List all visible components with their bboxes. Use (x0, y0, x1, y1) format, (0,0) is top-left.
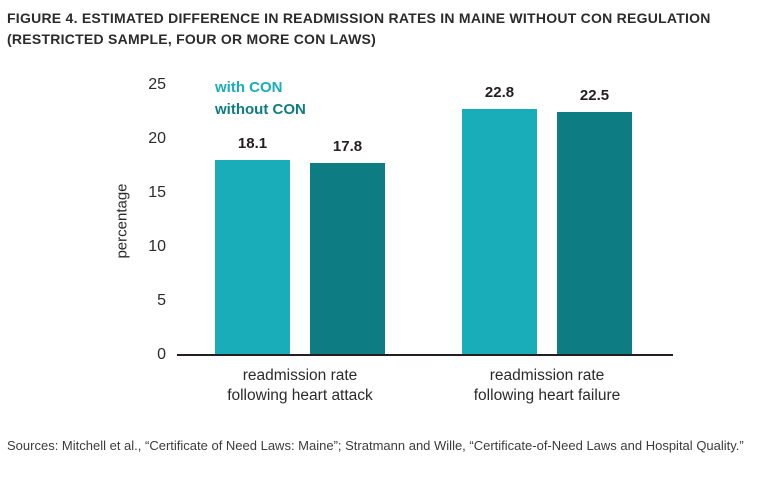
category-label-following-heart-failure: readmission rate following heart failure (432, 366, 662, 406)
y-tick-label-15: 15 (148, 184, 166, 201)
category-label-line: readmission rate (489, 367, 605, 384)
category-label-following-heart-attack: readmission rate following heart attack (185, 366, 415, 406)
category-label-line: readmission rate (242, 367, 358, 384)
category-label-line: following heart failure (473, 387, 621, 404)
bar-value-label-without-con-following-heart-attack: 17.8 (332, 137, 363, 155)
y-tick-label-10: 10 (148, 238, 166, 255)
category-label-line: following heart attack (227, 387, 373, 404)
chart-legend: with CON without CON (215, 77, 306, 121)
bar-value-label-with-con-following-heart-attack: 18.1 (237, 134, 268, 152)
y-tick-label-0: 0 (157, 346, 166, 363)
bar-with-con-following-heart-failure (462, 108, 537, 355)
legend-item-without-con: without CON (215, 101, 306, 118)
y-tick-label-5: 5 (157, 292, 166, 309)
bar-value-label-without-con-following-heart-failure: 22.5 (579, 87, 610, 104)
figure-title: FIGURE 4. ESTIMATED DIFFERENCE IN READMI… (7, 8, 762, 50)
y-tick-label-20: 20 (148, 130, 166, 147)
bar-without-con-following-heart-attack (310, 162, 385, 355)
figure-title-line-2: (RESTRICTED SAMPLE, FOUR OR MORE CON LAW… (7, 31, 377, 47)
legend-item-with-con: with CON (215, 79, 283, 96)
sources-note: Sources: Mitchell et al., “Certificate o… (7, 436, 763, 455)
figure-title-line-1: FIGURE 4. ESTIMATED DIFFERENCE IN READMI… (7, 10, 711, 26)
bar-without-con-following-heart-failure (557, 112, 632, 355)
x-axis-line (177, 354, 673, 356)
bar-value-label-with-con-following-heart-failure: 22.8 (484, 83, 515, 101)
bar-with-con-following-heart-attack (215, 159, 290, 355)
y-tick-label-25: 25 (148, 76, 166, 93)
sources-line-1: Sources: Mitchell et al., “Certificate o… (7, 438, 693, 453)
sources-line-2: Quality.” (696, 438, 744, 453)
